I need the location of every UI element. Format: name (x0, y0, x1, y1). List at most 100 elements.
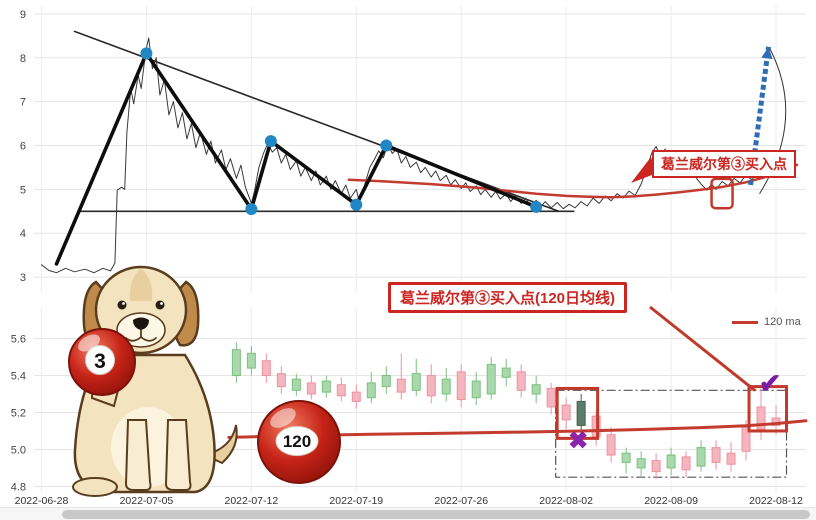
y-axis-label: 4 (20, 228, 26, 240)
pivot-dot (380, 139, 393, 152)
candle-body (396, 378, 406, 393)
candle-body (276, 373, 286, 388)
candle-body (546, 387, 556, 408)
pivot-dot (530, 200, 543, 213)
x-axis-label: 2022-08-12 (749, 495, 803, 507)
x-axis-label: 2022-07-19 (329, 495, 383, 507)
x-axis-label: 2022-07-05 (120, 495, 174, 507)
ball-3-circle (85, 345, 115, 375)
candle-body (561, 404, 571, 421)
candle-body (261, 360, 271, 376)
x-axis-label: 2022-08-09 (644, 495, 698, 507)
legend: 120 ma (732, 316, 801, 328)
y-axis-label: 7 (20, 97, 26, 109)
candle-body (756, 406, 766, 430)
horizontal-scrollbar-track[interactable] (0, 507, 816, 520)
candle-body (576, 400, 586, 426)
candle-body (711, 447, 721, 463)
candle-body (501, 367, 511, 378)
pivot-dot (350, 198, 363, 211)
reject-cross-marker: ✖ (568, 428, 588, 455)
candle-body (231, 349, 241, 376)
ma-120-line (227, 419, 808, 439)
y-axis-label: 8 (20, 53, 26, 65)
dog-eye-glint (122, 302, 125, 305)
horizontal-scrollbar-thumb[interactable] (62, 510, 810, 519)
legend-label: 120 ma (764, 316, 801, 328)
signal-red-box (747, 385, 789, 433)
dog-hind-paw (72, 477, 118, 497)
ball-3-number: 3 (94, 350, 106, 373)
pivot-dot (245, 203, 258, 216)
y-axis-label: 4.8 (11, 481, 26, 493)
dog-illustration (72, 265, 238, 497)
pivot-dot (264, 135, 277, 148)
dog-forehead-patch (129, 268, 153, 301)
dog-eye (155, 300, 165, 310)
y-axis-label: 3 (20, 272, 26, 284)
ball-120-number: 120 (283, 432, 311, 451)
candle-body (516, 371, 526, 391)
projection-arrow (748, 46, 772, 186)
dog-front-leg (124, 419, 152, 491)
y-axis-label: 5 (20, 184, 26, 196)
candle-body (666, 454, 676, 469)
candle-body (426, 374, 436, 397)
confirm-check-marker: ✔ (759, 368, 782, 398)
candle-body (366, 382, 376, 399)
signal-red-box (555, 386, 600, 440)
ball-120-circle (275, 426, 319, 456)
candle-body (381, 374, 391, 388)
x-axis-label: 2022-06-28 (15, 495, 69, 507)
billiard-ball-3: 3 (68, 328, 136, 396)
ball-120-highlight (270, 408, 296, 428)
candle-body (486, 363, 496, 395)
buy-point-highlight-box (710, 177, 734, 210)
candle-body (336, 384, 346, 397)
overlay-layer (631, 157, 756, 392)
bottom-callout-connector (649, 305, 756, 392)
projection-arrowhead (761, 46, 773, 60)
dog-eye (117, 300, 127, 310)
x-axis-label: 2022-07-12 (224, 495, 278, 507)
candle-body (621, 452, 631, 463)
dog-eye-glint (160, 302, 163, 305)
y-axis-label: 9 (20, 9, 26, 21)
candle-body (321, 380, 331, 393)
dog-front-leg (164, 419, 192, 491)
x-axis-label: 2022-08-02 (539, 495, 593, 507)
candle-body (531, 384, 541, 395)
candle-body (351, 391, 361, 402)
candle-body (681, 456, 691, 471)
x-axis-label: 2022-07-26 (434, 495, 488, 507)
candle-body (651, 460, 661, 473)
granville-buy-callout: 葛兰威尔第③买入点 (652, 150, 796, 178)
candle-body (441, 378, 451, 395)
candle-body (696, 447, 706, 467)
candle-body (636, 458, 646, 469)
y-axis-label: 5.4 (11, 370, 26, 382)
dog-nose (133, 317, 149, 330)
billiard-ball-120: 120 (257, 400, 341, 484)
candle-body (291, 378, 301, 391)
y-axis-label: 6 (20, 140, 26, 152)
candle-body (456, 371, 466, 401)
candle-body (726, 452, 736, 465)
candle-body (411, 373, 421, 391)
y-axis-label: 5.6 (11, 334, 26, 346)
base-region-dash-box (555, 389, 788, 478)
series-zigzag (54, 51, 539, 266)
candle-body (606, 434, 616, 456)
candle-body (306, 382, 316, 395)
y-axis-label: 5.2 (11, 407, 26, 419)
granville-120ma-callout: 葛兰威尔第③买入点(120日均线) (388, 282, 628, 313)
pivot-dot (140, 47, 153, 60)
dog-mouth (125, 329, 157, 342)
candle-body (471, 380, 481, 399)
y-axis-label: 5.0 (11, 444, 26, 456)
legend-line-swatch (732, 320, 758, 324)
candle-body (246, 352, 256, 369)
top-callout-arrow (631, 157, 657, 183)
